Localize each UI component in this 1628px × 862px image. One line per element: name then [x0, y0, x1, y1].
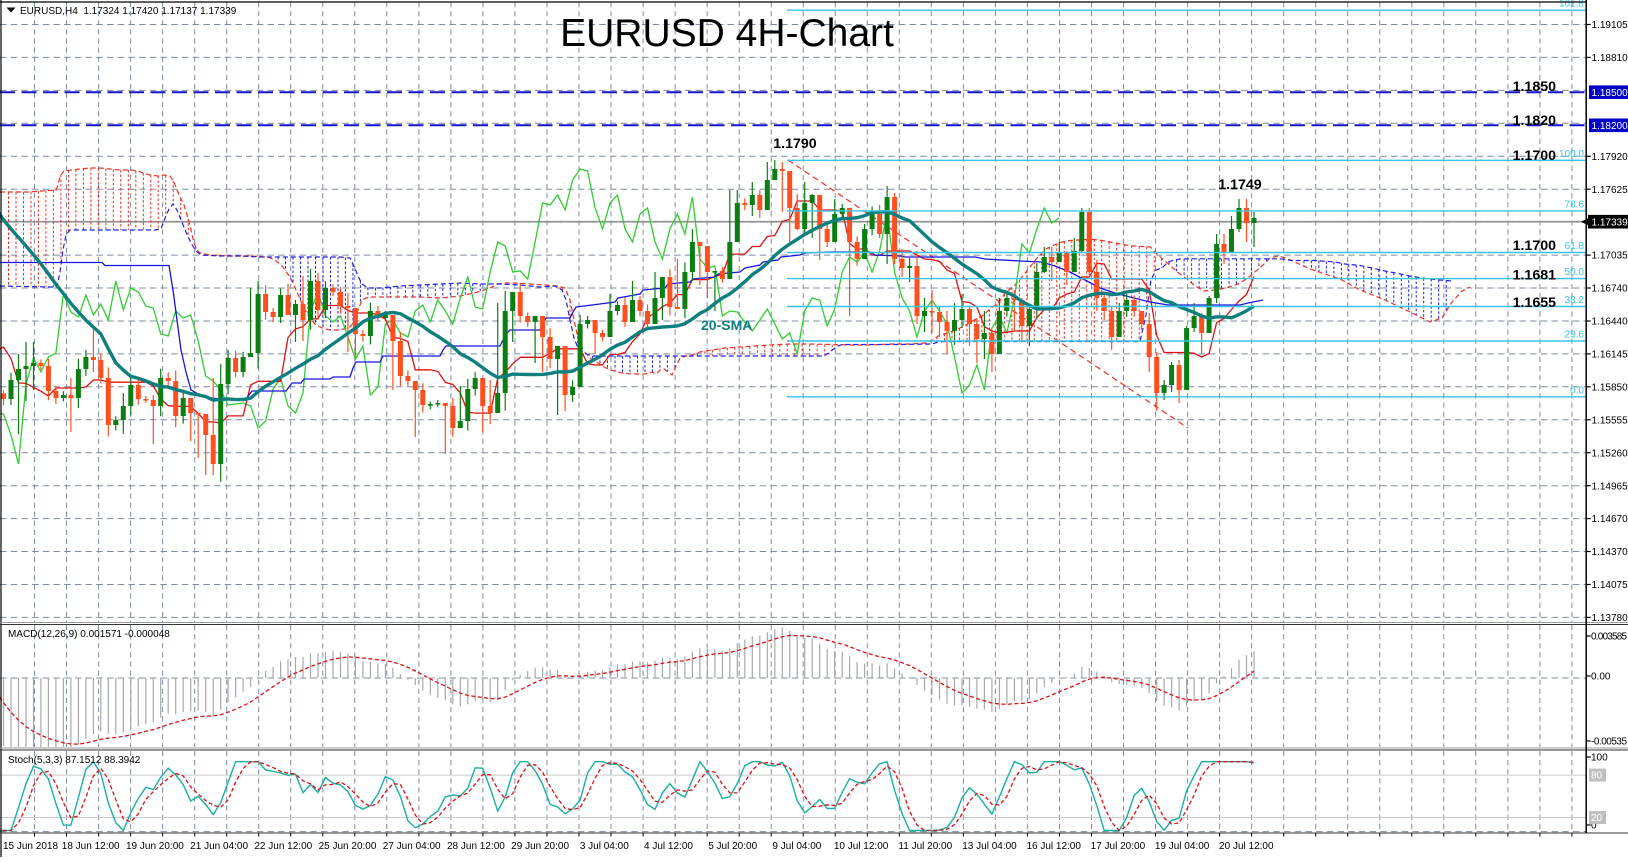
svg-text:MACD(12,26,9) 0.001571 -0.0000: MACD(12,26,9) 0.001571 -0.000048 — [8, 629, 170, 640]
svg-text:0.00: 0.00 — [1591, 672, 1611, 683]
svg-text:1.18200: 1.18200 — [1592, 121, 1628, 132]
svg-text:1.18500: 1.18500 — [1592, 88, 1628, 99]
svg-text:1.18810: 1.18810 — [1592, 53, 1628, 64]
svg-text:100.0: 100.0 — [1559, 149, 1584, 160]
svg-text:38.2: 38.2 — [1565, 295, 1585, 306]
svg-text:20-SMA: 20-SMA — [701, 317, 752, 333]
svg-text:100: 100 — [1591, 753, 1608, 764]
svg-text:10 Jul 12:00: 10 Jul 12:00 — [834, 841, 889, 852]
svg-text:0.003585: 0.003585 — [1591, 632, 1627, 643]
svg-text:1.17625: 1.17625 — [1592, 185, 1628, 196]
svg-text:19 Jul 04:00: 19 Jul 04:00 — [1155, 841, 1210, 852]
svg-text:1.17339: 1.17339 — [1592, 218, 1628, 229]
svg-text:9 Jul 04:00: 9 Jul 04:00 — [772, 841, 821, 852]
svg-text:0.0: 0.0 — [1570, 385, 1584, 396]
svg-text:1.1700: 1.1700 — [1513, 238, 1557, 254]
svg-text:25 Jun 20:00: 25 Jun 20:00 — [319, 841, 377, 852]
svg-text:20 Jul 12:00: 20 Jul 12:00 — [1219, 841, 1274, 852]
svg-text:61.8: 61.8 — [1565, 241, 1585, 252]
svg-text:5 Jul 20:00: 5 Jul 20:00 — [708, 841, 757, 852]
svg-text:1.15850: 1.15850 — [1592, 382, 1628, 393]
svg-text:1.17920: 1.17920 — [1592, 152, 1628, 163]
svg-text:1.1850: 1.1850 — [1513, 79, 1557, 95]
svg-text:16 Jul 12:00: 16 Jul 12:00 — [1026, 841, 1081, 852]
svg-text:EURUSD,H4 1.17324 1.17420 1.1: EURUSD,H4 1.17324 1.17420 1.17137 1.1733… — [20, 6, 237, 17]
svg-text:29 Jun 20:00: 29 Jun 20:00 — [511, 841, 569, 852]
svg-text:1.1700: 1.1700 — [1513, 148, 1557, 164]
svg-text:22 Jun 12:00: 22 Jun 12:00 — [254, 841, 312, 852]
svg-text:18 Jun 12:00: 18 Jun 12:00 — [62, 841, 120, 852]
svg-text:-0.00535: -0.00535 — [1591, 737, 1627, 748]
svg-text:19 Jun 20:00: 19 Jun 20:00 — [126, 841, 184, 852]
svg-text:1.17035: 1.17035 — [1592, 251, 1628, 262]
svg-text:1.1790: 1.1790 — [773, 136, 817, 152]
svg-text:3 Jul 04:00: 3 Jul 04:00 — [580, 841, 629, 852]
svg-text:17 Jul 20:00: 17 Jul 20:00 — [1091, 841, 1146, 852]
svg-text:1.1749: 1.1749 — [1218, 177, 1262, 193]
svg-text:Stoch(5,3,3) 87.1512 88.3942: Stoch(5,3,3) 87.1512 88.3942 — [8, 755, 141, 766]
svg-text:21 Jun 04:00: 21 Jun 04:00 — [190, 841, 248, 852]
svg-text:1.13780: 1.13780 — [1592, 613, 1628, 624]
svg-text:50.0: 50.0 — [1565, 267, 1585, 278]
svg-text:27 Jun 04:00: 27 Jun 04:00 — [383, 841, 441, 852]
svg-text:1.14075: 1.14075 — [1592, 580, 1628, 591]
svg-text:EURUSD 4H-Chart: EURUSD 4H-Chart — [560, 12, 894, 55]
svg-text:28 Jun 12:00: 28 Jun 12:00 — [447, 841, 505, 852]
svg-text:13 Jul 04:00: 13 Jul 04:00 — [962, 841, 1017, 852]
svg-text:1.15260: 1.15260 — [1592, 448, 1628, 459]
svg-text:1.16145: 1.16145 — [1592, 350, 1628, 361]
svg-text:20: 20 — [1591, 813, 1603, 824]
svg-text:1.14965: 1.14965 — [1592, 481, 1628, 492]
svg-text:1.14370: 1.14370 — [1592, 547, 1628, 558]
svg-text:1.1655: 1.1655 — [1513, 295, 1557, 311]
svg-text:1.1681: 1.1681 — [1513, 268, 1557, 284]
svg-text:15 Jun 2018: 15 Jun 2018 — [3, 841, 58, 852]
svg-text:1.16740: 1.16740 — [1592, 284, 1628, 295]
svg-text:80: 80 — [1591, 771, 1603, 782]
svg-text:4 Jul 12:00: 4 Jul 12:00 — [644, 841, 693, 852]
svg-text:78.6: 78.6 — [1565, 199, 1585, 210]
svg-text:1.14670: 1.14670 — [1592, 514, 1628, 525]
svg-text:23.6: 23.6 — [1565, 330, 1585, 341]
svg-text:1.16440: 1.16440 — [1592, 317, 1628, 328]
svg-text:1.1820: 1.1820 — [1513, 113, 1557, 129]
svg-text:1.15555: 1.15555 — [1592, 415, 1628, 426]
svg-text:1.19105: 1.19105 — [1592, 20, 1628, 31]
svg-text:11 Jul 20:00: 11 Jul 20:00 — [898, 841, 952, 852]
